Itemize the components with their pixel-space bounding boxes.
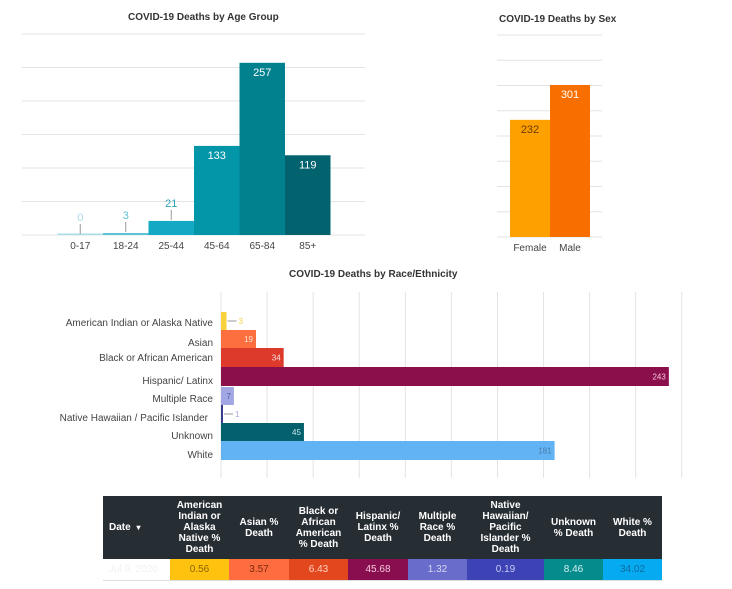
bar-Unknown — [221, 423, 304, 441]
bar-Female — [510, 119, 550, 237]
x-tick-label: 0-17 — [70, 241, 90, 252]
column-header-label: Date — [109, 522, 131, 533]
data-label: 181 — [538, 447, 552, 456]
y-tick-label: Multiple Race — [152, 394, 213, 405]
bar-baseline-0-17 — [57, 233, 103, 235]
bar-Hispanic/ Latinx — [221, 367, 669, 386]
data-label: 243 — [652, 373, 666, 382]
x-tick-label: 65-84 — [249, 241, 275, 252]
y-tick-label: White — [187, 450, 213, 461]
x-tick-label: 18-24 — [113, 241, 139, 252]
bar-Male — [550, 84, 590, 238]
column-header-hispanic[interactable]: Hispanic/ Latinx % Death — [348, 496, 408, 559]
bar-Native Hawaiian / Pacific Islander — [221, 405, 223, 423]
bar-18-24 — [103, 232, 149, 235]
bar-Asian — [221, 330, 257, 348]
column-header-date[interactable]: Date ▾ — [103, 496, 170, 559]
table-row: Jul 9, 2020 0.56 3.57 6.43 45.68 1.32 0.… — [103, 559, 662, 581]
data-label: 119 — [299, 159, 317, 171]
sex-chart-title: COVID-19 Deaths by Sex — [499, 14, 617, 25]
death-percentage-table: Date ▾ American Indian or Alaska Native … — [103, 496, 662, 581]
x-tick-label: Male — [559, 243, 581, 254]
data-label: 232 — [521, 124, 539, 136]
value-cell-multiple-race: 1.32 — [408, 559, 467, 581]
y-tick-label: Black or African American — [99, 353, 213, 364]
column-header-multiple-race[interactable]: Multiple Race % Death — [408, 496, 467, 559]
bar-25-44 — [148, 220, 194, 235]
value-cell-native-hawaiian: 0.19 — [467, 559, 544, 581]
value-cell-american-indian: 0.56 — [170, 559, 229, 581]
bar-45-64 — [194, 145, 240, 235]
data-label: 19 — [244, 335, 253, 344]
date-cell: Jul 9, 2020 — [109, 564, 158, 575]
data-label: 133 — [208, 150, 226, 162]
column-header-asian[interactable]: Asian % Death — [229, 496, 289, 559]
y-tick-label: Unknown — [171, 431, 213, 442]
y-tick-label: Asian — [188, 338, 213, 349]
value-cell-unknown: 8.46 — [544, 559, 603, 581]
age-chart-title: COVID-19 Deaths by Age Group — [128, 12, 279, 23]
data-label: 3 — [123, 210, 129, 222]
bar-85+ — [285, 155, 331, 235]
x-tick-label: 85+ — [299, 241, 316, 252]
bar-Multiple Race — [221, 387, 234, 405]
bar-White — [221, 441, 555, 460]
column-header-american-indian[interactable]: American Indian or Alaska Native % Death — [170, 496, 229, 559]
y-tick-label: Native Hawaiian / Pacific Islander — [60, 413, 209, 424]
data-label: 257 — [253, 67, 271, 79]
column-header-black[interactable]: Black or African American % Death — [289, 496, 348, 559]
y-tick-label: American Indian or Alaska Native — [66, 318, 214, 329]
sort-desc-icon[interactable]: ▾ — [136, 523, 141, 532]
value-cell-hispanic: 45.68 — [348, 559, 408, 581]
y-tick-label: Hispanic/ Latinx — [142, 376, 213, 387]
column-header-native-hawaiian[interactable]: Native Hawaiian/ Pacific Islander % Deat… — [467, 496, 544, 559]
x-tick-label: Female — [513, 243, 547, 254]
table-header-row: Date ▾ American Indian or Alaska Native … — [103, 496, 662, 559]
value-cell-white: 34.02 — [603, 559, 662, 581]
data-label: 45 — [292, 428, 301, 437]
value-cell-asian: 3.57 — [229, 559, 289, 581]
data-label: 34 — [272, 354, 281, 363]
bar-65-84 — [239, 62, 285, 236]
data-label: 1 — [235, 410, 240, 419]
value-cell-black: 6.43 — [289, 559, 348, 581]
x-tick-label: 45-64 — [204, 241, 230, 252]
bar-American Indian or Alaska Native — [221, 312, 227, 330]
data-label: 3 — [239, 317, 244, 326]
column-header-unknown[interactable]: Unknown % Death — [544, 496, 603, 559]
x-tick-label: 25-44 — [158, 241, 184, 252]
bar-Black or African American — [221, 348, 284, 367]
data-label: 7 — [226, 392, 231, 401]
data-label: 301 — [561, 89, 579, 101]
race-chart-title: COVID-19 Deaths by Race/Ethnicity — [289, 269, 458, 280]
data-label: 21 — [165, 198, 177, 210]
column-header-white[interactable]: White % Death — [603, 496, 662, 559]
data-label: 0 — [77, 212, 83, 224]
